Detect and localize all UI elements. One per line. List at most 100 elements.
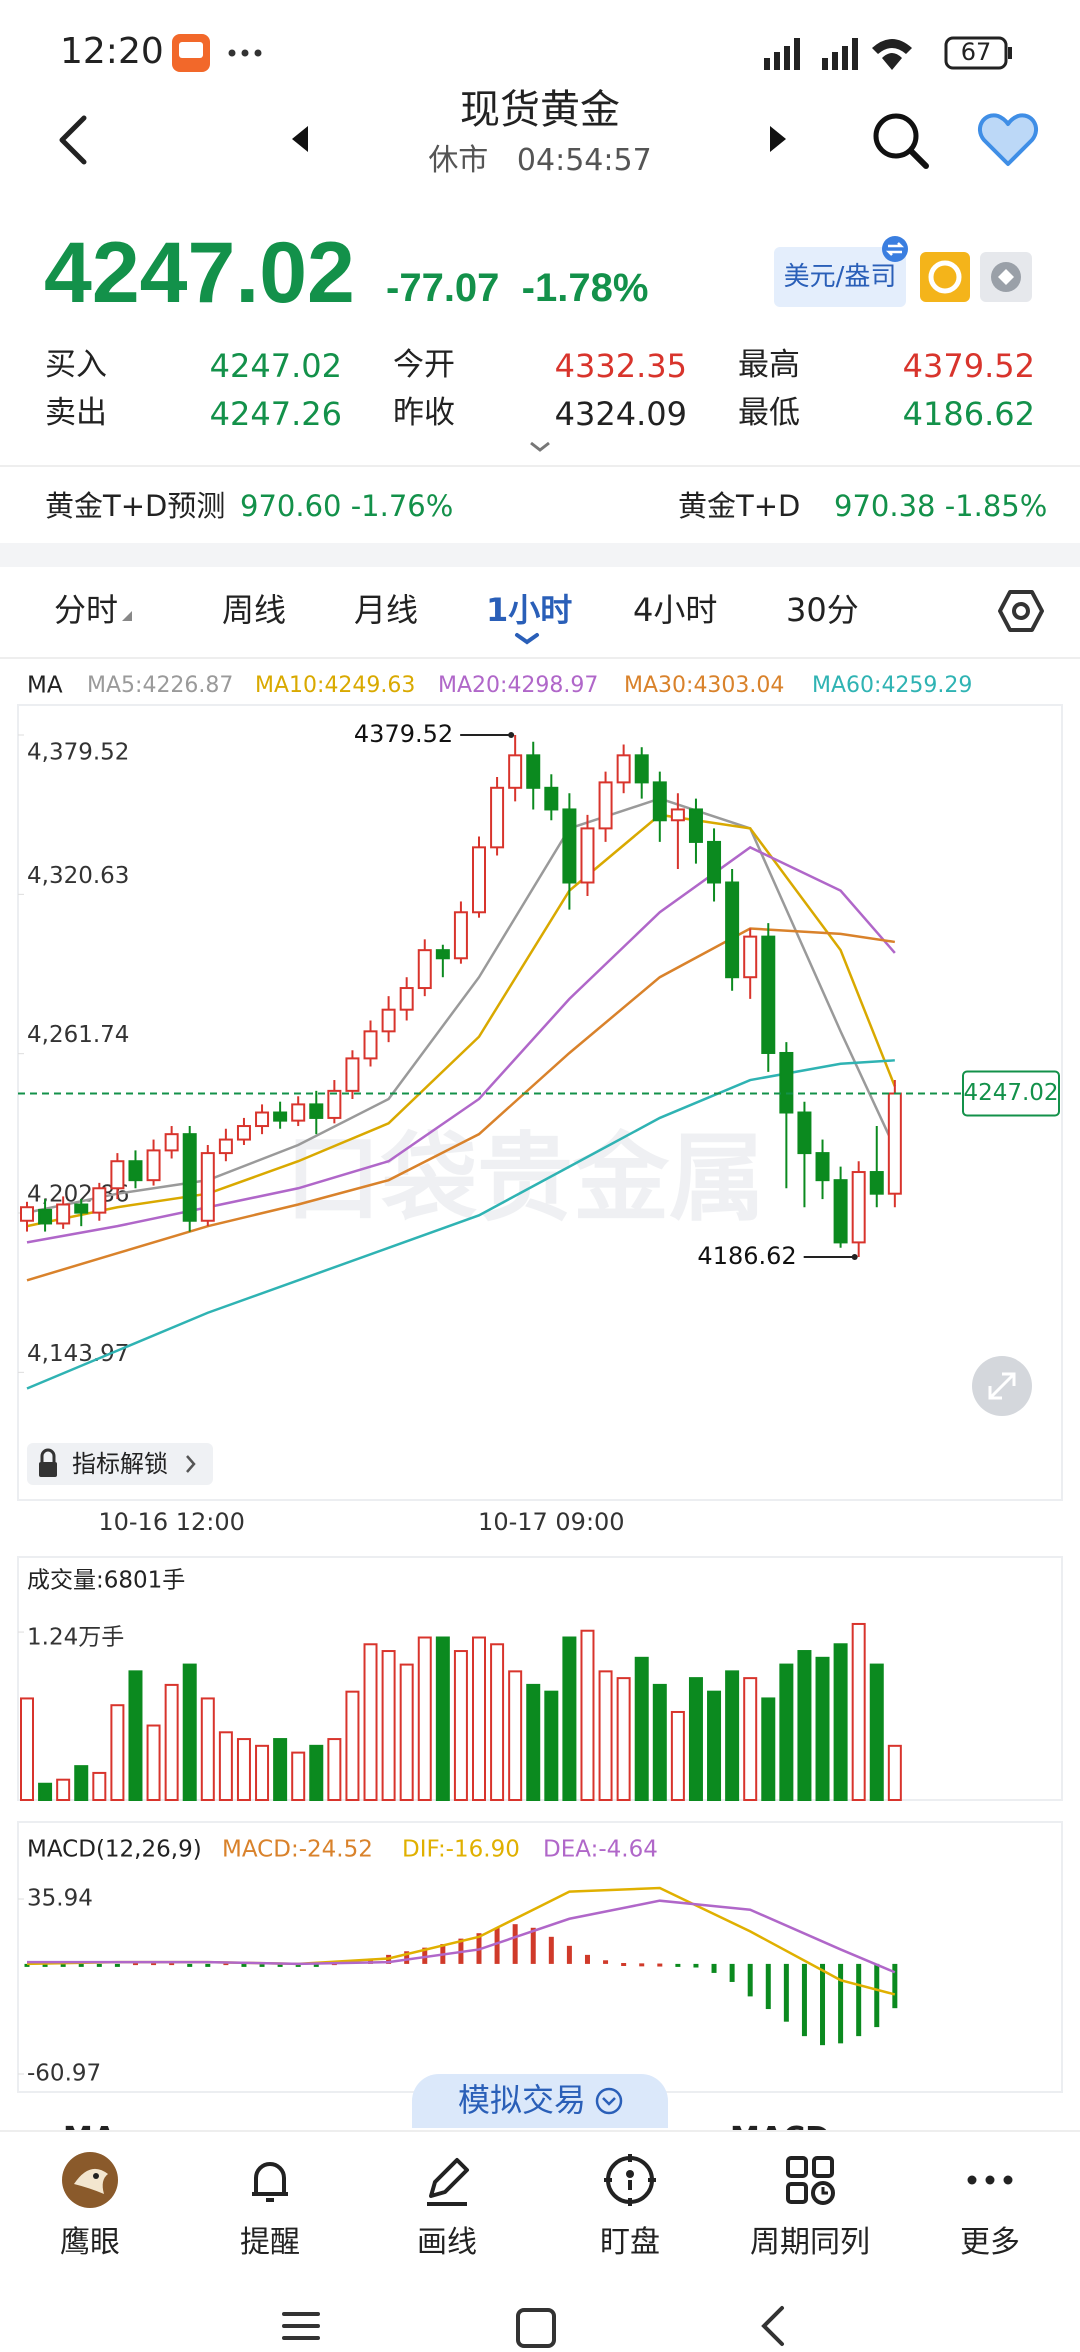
volume-bar xyxy=(417,1636,432,1801)
candle-body xyxy=(327,1089,342,1119)
last-price-box xyxy=(962,1070,1060,1117)
settings-button[interactable] xyxy=(998,588,1044,634)
volume-bar xyxy=(20,1697,34,1801)
macd-bar xyxy=(24,1963,30,1967)
related-name[interactable]: 黄金T+D预测 xyxy=(45,489,226,523)
candle-body xyxy=(707,840,722,884)
prev-button[interactable] xyxy=(288,124,312,154)
macd-panel-frame xyxy=(17,1821,1063,2093)
indicator-unlock[interactable] xyxy=(27,1443,213,1485)
battery-level: 67 xyxy=(960,38,992,66)
volume-bar xyxy=(327,1738,342,1801)
period-tab[interactable]: 月线 xyxy=(354,591,419,629)
price-panel-frame xyxy=(17,704,1063,1501)
bottom-nav xyxy=(0,2130,1080,2292)
stat-value: 4332.35 xyxy=(554,347,687,385)
nav-item[interactable]: 提醒 xyxy=(190,2150,350,2258)
status-icons-left xyxy=(172,34,262,72)
unit-button[interactable]: 美元/盎司 xyxy=(774,247,906,307)
x-tick-label: 10-16 12:00 xyxy=(98,1508,245,1536)
page-title: 现货黄金 xyxy=(460,87,620,133)
divider xyxy=(0,465,1080,467)
candle-body xyxy=(562,808,577,884)
candle-body xyxy=(761,935,776,1054)
candle-body xyxy=(435,949,450,960)
macd-bar xyxy=(494,1927,500,1964)
legend-entry: DIF:-16.90 xyxy=(402,1837,520,1863)
sim-trade-chevron xyxy=(595,2087,623,2115)
macd-bar xyxy=(530,1927,536,1964)
macd-bar xyxy=(295,1963,301,1967)
volume-bar xyxy=(580,1629,595,1801)
candle-body xyxy=(490,786,505,849)
market-status: 休市 xyxy=(428,143,489,178)
candle-body xyxy=(236,1125,251,1141)
candle-body xyxy=(833,1179,848,1244)
volume-bar xyxy=(363,1643,378,1802)
volume-bar xyxy=(255,1744,270,1802)
change-value: -77.07 xyxy=(386,266,500,310)
macd-bar xyxy=(584,1954,590,1964)
volume-title: 成交量:6801手 xyxy=(27,1568,185,1594)
period-tab[interactable]: 1小时 xyxy=(486,591,573,629)
candle-body xyxy=(381,1008,396,1033)
back-button[interactable] xyxy=(50,112,94,168)
favorite-button[interactable] xyxy=(976,110,1040,170)
last-price-label: 4247.02 xyxy=(963,1080,1058,1106)
related-quote: 970.60 -1.76% xyxy=(240,492,453,521)
extreme-dot xyxy=(851,1253,858,1260)
related-name[interactable]: 黄金T+D xyxy=(678,489,801,523)
change-percent: -1.78% xyxy=(521,266,649,310)
system-nav xyxy=(282,2306,784,2348)
candle-body xyxy=(291,1103,306,1122)
volume-bar xyxy=(200,1697,215,1801)
nav-item[interactable]: 鹰眼 xyxy=(10,2150,170,2258)
status-time: 12:20 xyxy=(60,31,164,72)
macd-bar xyxy=(132,1962,138,1966)
legend-entry: DEA:-4.64 xyxy=(543,1837,658,1863)
legend-entry: MACD:-24.52 xyxy=(222,1837,373,1863)
sim-trade-button[interactable] xyxy=(412,2074,668,2128)
expand-chevron[interactable] xyxy=(528,440,552,454)
volume-bar xyxy=(182,1663,197,1802)
tool-icons[interactable] xyxy=(918,248,1038,306)
nav-item[interactable]: 更多 xyxy=(910,2150,1070,2258)
nav-item[interactable]: 画线 xyxy=(367,2150,527,2258)
related-price: 970.60 xyxy=(240,489,342,523)
volume-bar xyxy=(652,1683,667,1802)
volume-bar xyxy=(508,1670,523,1801)
candle-body xyxy=(38,1208,53,1225)
volume-bar xyxy=(707,1690,722,1801)
search-button[interactable] xyxy=(868,108,932,172)
status-icons-right xyxy=(764,36,1012,70)
candle-body xyxy=(74,1203,89,1214)
tab-dropdown xyxy=(122,611,132,621)
candle-body xyxy=(508,754,523,789)
candle-body xyxy=(146,1149,161,1182)
period-tab[interactable]: 分时 xyxy=(54,591,119,629)
nav-item[interactable]: 盯盘 xyxy=(550,2150,710,2258)
volume-bar xyxy=(453,1650,468,1801)
legend-entry: MA20:4298.97 xyxy=(438,673,598,698)
stat-label: 最高 xyxy=(738,347,800,383)
volume-bar xyxy=(725,1670,740,1801)
candle-body xyxy=(399,987,414,1011)
expand-button[interactable] xyxy=(972,1356,1032,1416)
macd-bar xyxy=(603,1960,609,1964)
period-tab[interactable]: 周线 xyxy=(222,591,287,629)
candle-body xyxy=(580,827,595,884)
sim-trade-label: 模拟交易 xyxy=(457,2081,586,2119)
candle-body xyxy=(887,1092,902,1195)
nav-item[interactable]: 周期同列 xyxy=(730,2150,890,2258)
next-button[interactable] xyxy=(766,124,790,154)
macd-bar xyxy=(205,1963,211,1967)
macd-bar xyxy=(838,1963,844,2044)
macd-bar xyxy=(241,1963,247,1967)
period-tab[interactable]: 30分 xyxy=(786,591,859,629)
period-tab[interactable]: 4小时 xyxy=(633,591,718,629)
section-gap xyxy=(0,543,1080,567)
candle-body xyxy=(634,754,649,784)
volume-bar xyxy=(670,1710,685,1801)
indicator-unlock-label: 指标解锁 xyxy=(72,1450,168,1478)
